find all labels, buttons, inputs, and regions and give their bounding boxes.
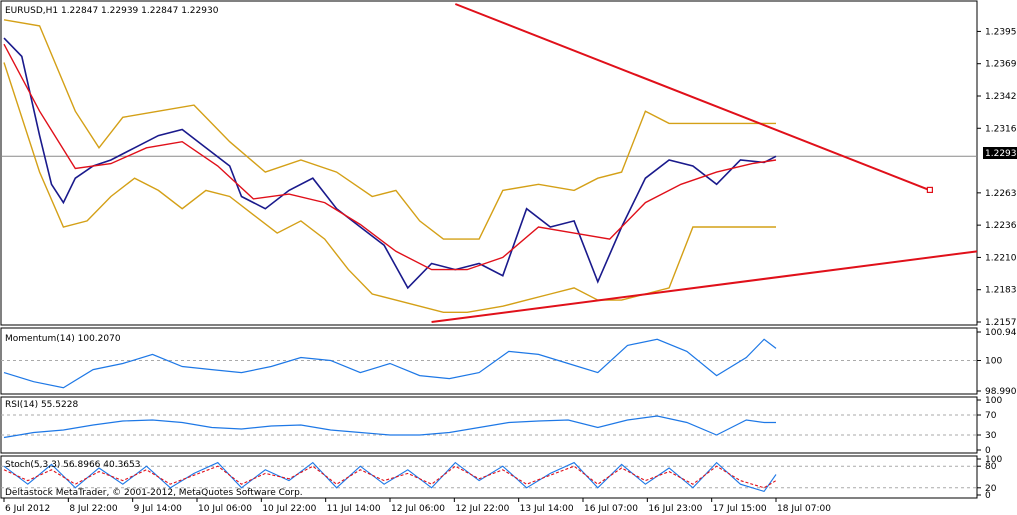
x-axis-tick-label: 9 Jul 14:00 (134, 504, 183, 514)
rsi-title: RSI(14) 55.5228 (5, 400, 78, 410)
rsi-y-tick-label: 0 (985, 446, 991, 456)
x-axis-tick-label: 8 Jul 22:00 (69, 504, 118, 514)
x-axis-tick-label: 18 Jul 07:00 (777, 504, 831, 514)
bollinger-layer (3, 19, 776, 313)
price-y-tick-label: 1.23160 (985, 124, 1017, 134)
price-y-tick-label: 1.23690 (985, 60, 1017, 70)
credit-text: Deltastock MetaTrader, © 2001-2012, Meta… (5, 488, 303, 498)
axis-labels-layer: 1.23955 1.23690 1.23425 1.23160 1.22630 1.223… (3, 27, 1017, 514)
rsi-panel (0, 396, 978, 454)
stoch-panel (0, 455, 978, 499)
stoch-y-tick-label: 100 (985, 455, 1002, 465)
grid-layer (1, 155, 977, 489)
momentum-y-tick-label: 98.9907 (985, 387, 1017, 397)
x-axis-tick-label: 11 Jul 14:00 (327, 504, 381, 514)
x-axis-tick-label: 12 Jul 22:00 (455, 504, 509, 514)
x-axis-tick-label: 13 Jul 14:00 (520, 504, 574, 514)
price-y-tick-label: 1.23955 (985, 27, 1017, 37)
x-axis-tick-label: 10 Jul 06:00 (198, 504, 252, 514)
x-axis-tick-label: 16 Jul 07:00 (584, 504, 638, 514)
x-axis-tick-label: 16 Jul 23:00 (648, 504, 702, 514)
price-y-tick-label: 1.22100 (985, 253, 1017, 263)
momentum-panel (0, 327, 978, 395)
trendline-support (431, 250, 978, 323)
stoch-y-tick-label: 20 (985, 484, 997, 494)
trendline-resistance (454, 3, 931, 192)
momentum-line (3, 338, 777, 389)
x-axis-tick-label: 10 Jul 22:00 (262, 504, 316, 514)
momentum-y-tick-label: 100 (985, 356, 1002, 366)
price-series-moving_average (3, 43, 777, 271)
price-panel (0, 0, 978, 326)
price-series-bollinger_lower (3, 62, 776, 313)
x-axis-tick-label: 17 Jul 15:00 (713, 504, 767, 514)
rsi-y-tick-label: 30 (985, 431, 997, 441)
price-y-tick-label: 1.22630 (985, 189, 1017, 199)
price-series-bollinger_upper (3, 19, 776, 240)
indicator-layer (3, 338, 777, 493)
current-price-label: 1.22930 (985, 149, 1017, 159)
price-y-tick-label: 1.23425 (985, 92, 1017, 102)
price-lines-layer (3, 37, 777, 290)
stoch-y-tick-label: 0 (985, 491, 991, 501)
current-price-badge (983, 147, 1017, 159)
rsi-line (3, 415, 776, 439)
rsi-y-tick-label: 70 (985, 411, 997, 421)
rsi-y-tick-label: 100 (985, 396, 1002, 406)
price-y-tick-label: 1.21570 (985, 318, 1017, 328)
price-y-tick-label: 1.21835 (985, 286, 1017, 296)
x-axis-tick-label: 6 Jul 2012 (5, 504, 50, 514)
momentum-y-tick-label: 100.9426 (985, 328, 1017, 338)
price-y-tick-label: 1.22365 (985, 221, 1017, 231)
momentum-title: Momentum(14) 100.2070 (5, 334, 121, 344)
stoch-signal-line (3, 465, 777, 489)
x-axis-tick-label: 12 Jul 06:00 (391, 504, 445, 514)
trendlines-layer (431, 3, 978, 323)
chart-title: EURUSD,H1 1.22847 1.22939 1.22847 1.2293… (5, 6, 219, 16)
stoch-title: Stoch(5,3,3) 56.8966 40.3653 (5, 460, 140, 470)
stoch-y-tick-label: 80 (985, 462, 997, 472)
trendline-anchor-handle (926, 186, 934, 194)
